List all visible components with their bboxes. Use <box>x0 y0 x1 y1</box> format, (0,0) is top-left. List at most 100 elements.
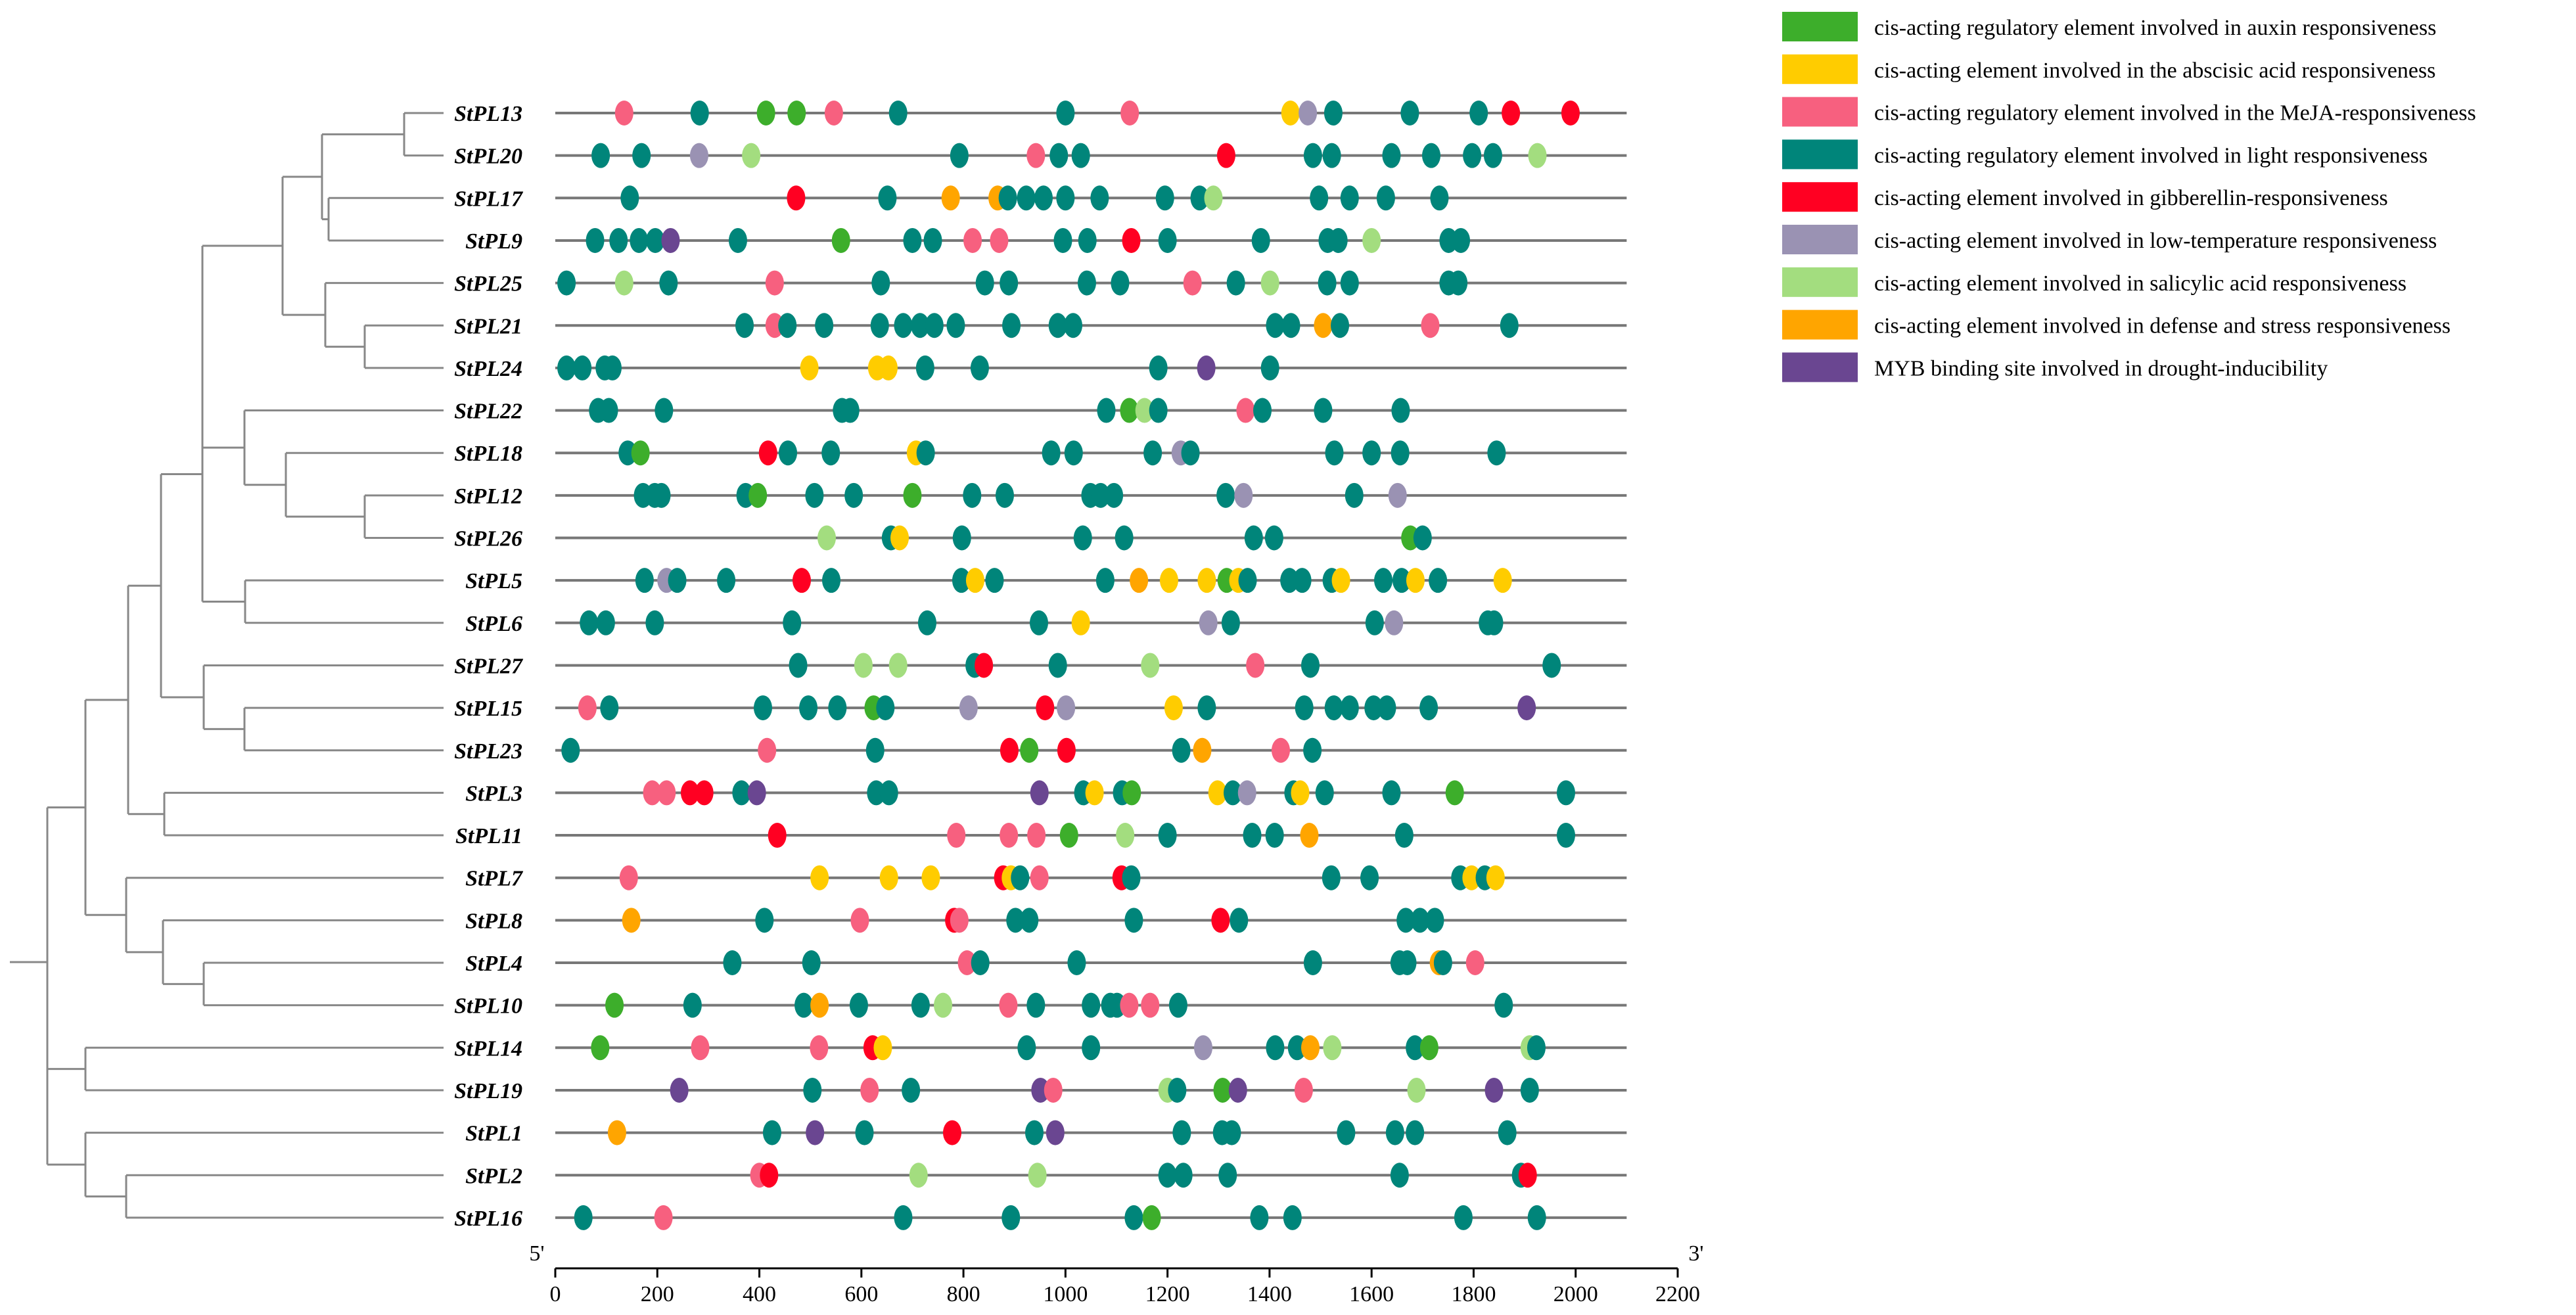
element-light-StPL25-15 <box>1449 270 1468 296</box>
element-light-StPL9-1 <box>609 227 628 253</box>
element-light-StPL18-12 <box>1325 440 1344 466</box>
gene-label-StPL9: StPL9 <box>465 229 522 254</box>
element-meja-StPL14-1 <box>691 1035 710 1061</box>
element-light-StPL21-17 <box>1500 313 1519 338</box>
element-light-StPL18-14 <box>1391 440 1410 466</box>
element-sa-StPL25-1 <box>614 270 633 296</box>
element-aba-StPL7-3 <box>921 865 940 890</box>
element-light-StPL17-7 <box>1034 185 1053 211</box>
element-gib-StPL15-8 <box>1036 695 1055 721</box>
element-aba-StPL14-4 <box>873 1035 892 1061</box>
x-tick-label-1000: 1000 <box>1043 1282 1088 1306</box>
element-myb-StPL3-5 <box>747 780 766 806</box>
gene-label-StPL15: StPL15 <box>454 697 522 721</box>
element-light-StPL17-5 <box>998 185 1017 211</box>
element-light-StPL5-23 <box>1429 568 1448 593</box>
element-lowtemp-StPL12-14 <box>1234 482 1253 508</box>
element-light-StPL15-6 <box>876 695 895 721</box>
element-meja-StPL3-1 <box>657 780 676 806</box>
element-light-StPL1-5 <box>1025 1120 1044 1145</box>
element-light-StPL5-21 <box>1392 568 1411 593</box>
element-light-StPL22-12 <box>1391 398 1410 423</box>
element-light-StPL16-8 <box>1454 1205 1473 1230</box>
element-lowtemp-StPL20-2 <box>689 143 708 168</box>
element-light-StPL9-17 <box>1329 227 1348 253</box>
element-light-StPL27-8 <box>1301 653 1320 678</box>
element-light-StPL9-2 <box>630 227 649 253</box>
element-light-StPL16-3 <box>1001 1205 1021 1230</box>
element-light-StPL12-13 <box>1216 482 1235 508</box>
element-auxin-StPL13-2 <box>756 101 775 126</box>
element-meja-StPL19-2 <box>860 1077 879 1103</box>
gene-label-StPL4: StPL4 <box>465 952 522 976</box>
element-light-StPL6-8 <box>1221 610 1240 635</box>
element-marks <box>557 101 1580 1230</box>
five-prime-label: 5' <box>529 1241 544 1266</box>
element-sa-StPL26-0 <box>817 525 837 551</box>
element-light-StPL21-13 <box>1281 313 1300 338</box>
element-light-StPL13-10 <box>1323 101 1343 126</box>
element-defense-StPL1-0 <box>607 1120 626 1145</box>
gene-label-StPL3: StPL3 <box>465 781 522 806</box>
element-light-StPL23-6 <box>1172 737 1191 763</box>
gene-label-StPL8: StPL8 <box>465 909 522 933</box>
element-light-StPL17-6 <box>1017 185 1036 211</box>
element-light-StPL27-0 <box>789 653 808 678</box>
element-gib-StPL2-9 <box>1518 1163 1537 1188</box>
element-light-StPL12-9 <box>995 482 1014 508</box>
element-aba-StPL3-13 <box>1208 780 1227 806</box>
element-light-StPL17-15 <box>1376 185 1395 211</box>
element-aba-StPL5-11 <box>1159 568 1178 593</box>
element-light-StPL17-11 <box>1190 185 1209 211</box>
element-light-StPL1-11 <box>1385 1120 1404 1145</box>
element-light-StPL20-11 <box>1382 143 1401 168</box>
element-myb-StPL1-6 <box>1046 1120 1065 1145</box>
element-light-StPL16-2 <box>894 1205 913 1230</box>
legend-label-sa: cis-acting element involved in salicylic… <box>1874 271 2406 296</box>
legend-label-myb: MYB binding site involved in drought-ind… <box>1874 356 2328 381</box>
gene-label-StPL17: StPL17 <box>454 187 524 211</box>
element-auxin-StPL3-20 <box>1445 780 1464 806</box>
element-light-StPL8-1 <box>755 908 774 933</box>
element-auxin-StPL3-12 <box>1122 780 1141 806</box>
gene-label-StPL25: StPL25 <box>454 272 522 296</box>
element-defense-StPL8-0 <box>622 908 641 933</box>
element-light-StPL15-1 <box>600 695 619 721</box>
element-light-StPL20-7 <box>1071 143 1090 168</box>
element-light-StPL8-7 <box>1124 908 1143 933</box>
gene-label-StPL7: StPL7 <box>465 867 524 891</box>
element-light-StPL22-5 <box>1097 398 1116 423</box>
element-light-StPL1-1 <box>762 1120 781 1145</box>
element-aba-StPL24-4 <box>800 355 819 381</box>
element-light-StPL9-14 <box>1158 227 1177 253</box>
element-light-StPL1-9 <box>1222 1120 1241 1145</box>
element-light-StPL2-7 <box>1390 1163 1409 1188</box>
element-aba-StPL3-17 <box>1291 780 1310 806</box>
element-light-StPL2-5 <box>1174 1163 1193 1188</box>
element-gib-StPL3-3 <box>695 780 714 806</box>
element-gib-StPL13-13 <box>1502 101 1521 126</box>
gene-label-StPL5: StPL5 <box>465 569 522 593</box>
element-light-StPL24-0 <box>557 355 576 381</box>
gene-labels: StPL13 StPL20 StPL17 StPL9 StPL25 StPL21 StPL2… <box>454 102 524 1231</box>
element-light-StPL14-9 <box>1287 1035 1306 1061</box>
x-tick-label-600: 600 <box>844 1282 878 1306</box>
element-light-StPL4-1 <box>802 950 821 975</box>
element-light-StPL15-15 <box>1364 695 1383 721</box>
element-light-StPL12-2 <box>652 482 671 508</box>
element-light-StPL18-6 <box>916 440 935 466</box>
element-light-StPL21-2 <box>778 313 797 338</box>
x-tick-label-2200: 2200 <box>1655 1282 1700 1306</box>
element-meja-StPL11-1 <box>947 823 966 848</box>
element-light-StPL4-3 <box>971 950 990 975</box>
element-light-StPL5-16 <box>1280 568 1299 593</box>
element-myb-StPL19-0 <box>670 1077 689 1103</box>
element-myb-StPL19-12 <box>1484 1077 1504 1103</box>
gene-label-StPL11: StPL11 <box>455 824 522 848</box>
element-light-StPL17-13 <box>1310 185 1329 211</box>
element-light-StPL12-15 <box>1345 482 1364 508</box>
element-meja-StPL21-1 <box>765 313 784 338</box>
element-light-StPL18-3 <box>779 440 798 466</box>
element-light-StPL17-10 <box>1155 185 1174 211</box>
